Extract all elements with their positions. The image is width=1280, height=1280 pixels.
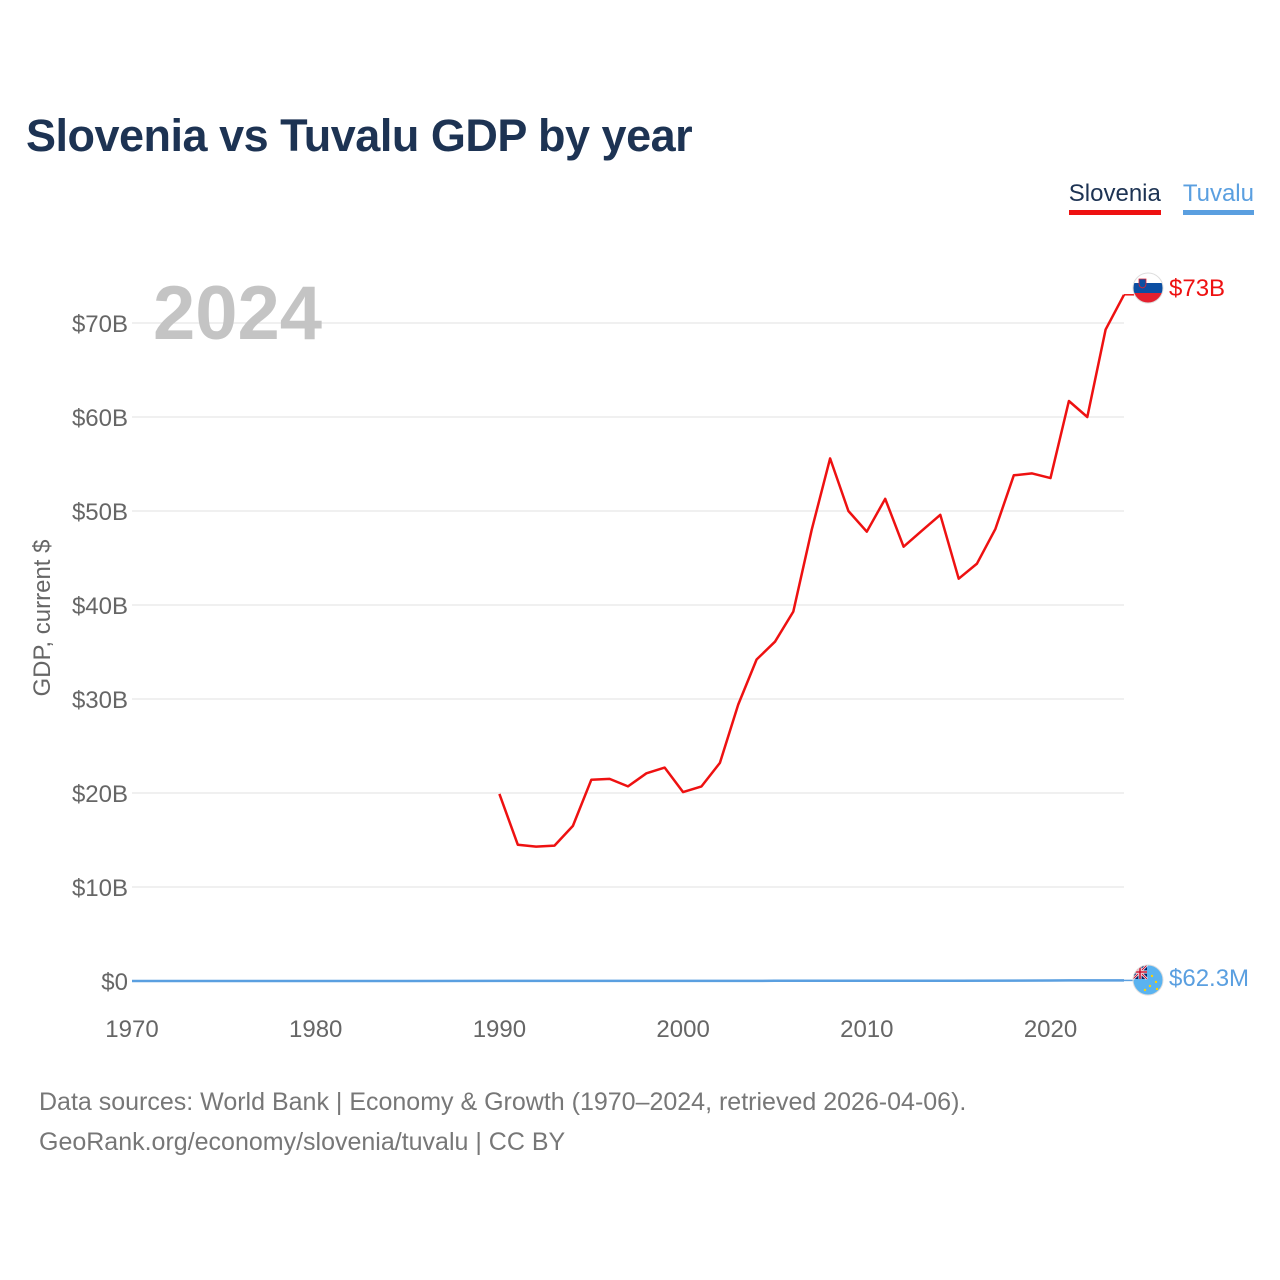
year-watermark: 2024 xyxy=(153,271,322,356)
footer-sources: Data sources: World Bank | Economy & Gro… xyxy=(39,1088,967,1116)
slovenia-flag-border xyxy=(1132,272,1164,304)
x-tick-label: 2000 xyxy=(656,1016,709,1043)
y-tick-label: $60B xyxy=(72,405,128,432)
legend-item-slovenia[interactable]: Slovenia xyxy=(1068,180,1161,215)
x-tick-label: 1980 xyxy=(289,1016,342,1043)
y-tick-label: $0 xyxy=(101,969,128,996)
end-label-slovenia: $73B xyxy=(1169,275,1225,302)
y-tick-label: $70B xyxy=(72,311,128,338)
x-tick-label: 2020 xyxy=(1024,1016,1077,1043)
end-label-tuvalu: $62.3M xyxy=(1169,965,1249,992)
footer-link[interactable]: GeoRank.org/economy/slovenia/tuvalu | CC… xyxy=(39,1128,566,1156)
y-axis-label: GDP, current $ xyxy=(29,540,56,697)
y-tick-label: $50B xyxy=(72,499,128,526)
chart-title: Slovenia vs Tuvalu GDP by year xyxy=(26,110,693,161)
footer: Data sources: World Bank | Economy & Gro… xyxy=(39,1082,966,1162)
y-tick-label: $40B xyxy=(72,593,128,620)
legend: Slovenia Tuvalu xyxy=(1068,180,1254,215)
x-tick-label: 1970 xyxy=(105,1016,158,1043)
legend-item-tuvalu[interactable]: Tuvalu xyxy=(1182,180,1254,215)
x-tick-label: 2010 xyxy=(840,1016,893,1043)
y-tick-label: $20B xyxy=(72,781,128,808)
tuvalu-flag-border xyxy=(1132,964,1164,996)
slovenia-flag-icon xyxy=(1133,273,1163,303)
y-tick-label: $30B xyxy=(72,687,128,714)
y-tick-label: $10B xyxy=(72,875,128,902)
series-line-tuvalu xyxy=(132,979,1124,983)
series-line-slovenia xyxy=(498,294,1126,848)
x-tick-label: 1990 xyxy=(473,1016,526,1043)
